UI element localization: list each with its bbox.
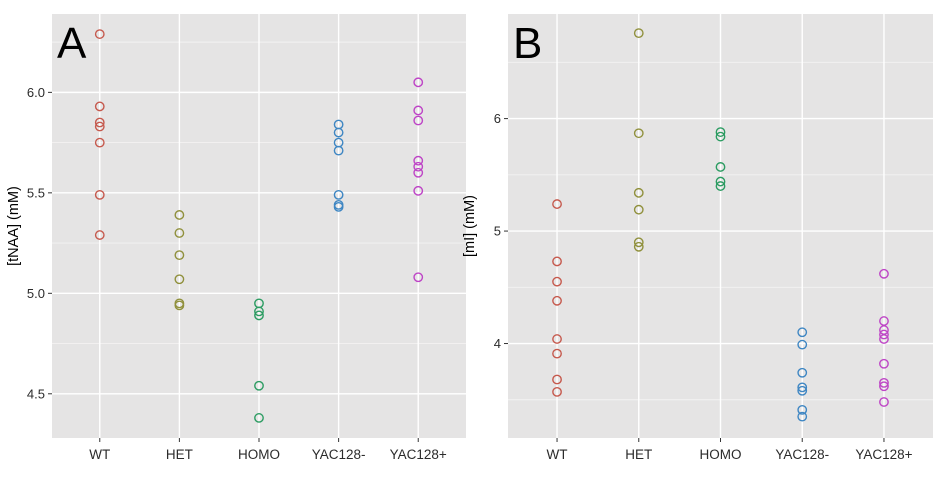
x-tick-label-homo: HOMO bbox=[700, 447, 742, 462]
data-point-het bbox=[174, 274, 185, 285]
data-point-homo bbox=[254, 380, 264, 391]
x-tick-label-yac128-: YAC128- bbox=[775, 447, 829, 462]
data-point-yac128+ bbox=[413, 272, 424, 283]
data-point-wt bbox=[552, 374, 562, 385]
data-point-homo bbox=[715, 131, 726, 142]
y-axis-title: [tNAA] (mM) bbox=[6, 186, 22, 266]
data-point-wt bbox=[94, 101, 105, 112]
data-point-wt bbox=[552, 295, 562, 306]
data-point-homo bbox=[715, 127, 726, 137]
data-point-homo bbox=[254, 413, 264, 423]
y-tick-label: 4 bbox=[494, 336, 501, 351]
data-point-wt bbox=[94, 230, 105, 240]
data-point-wt bbox=[94, 117, 105, 128]
data-point-yac128- bbox=[797, 385, 808, 396]
x-tick-label-het: HET bbox=[625, 447, 652, 462]
y-tick-label: 5 bbox=[494, 224, 501, 239]
data-point-het bbox=[174, 300, 185, 311]
data-point-wt bbox=[94, 29, 105, 39]
data-point-homo bbox=[254, 310, 264, 321]
y-axis-title: [mI] (mM) bbox=[462, 195, 478, 257]
panel-a: 4.5 5.0 5.5 6.0 WT HET HOMO YAC128- YAC128+ [tNAA… bbox=[6, 14, 466, 462]
data-point-yac128+ bbox=[413, 185, 424, 196]
data-point-yac128+ bbox=[879, 268, 889, 279]
data-point-wt bbox=[552, 386, 562, 397]
data-point-yac128- bbox=[333, 127, 344, 138]
data-point-yac128+ bbox=[413, 161, 424, 172]
y-tick-label: 5.5 bbox=[27, 185, 45, 200]
data-point-yac128- bbox=[333, 189, 344, 200]
panel-letter: A bbox=[57, 19, 87, 68]
y-tick-label: 6.0 bbox=[27, 85, 45, 100]
data-point-yac128- bbox=[797, 382, 808, 393]
data-point-wt bbox=[552, 256, 562, 267]
data-point-yac128+ bbox=[879, 397, 889, 407]
y-tick-label: 6 bbox=[494, 111, 501, 126]
data-point-yac128- bbox=[797, 367, 808, 378]
panel-b: 4 5 6 WT HET HOMO YAC128- YAC128+ [mI] (mM) B bbox=[462, 14, 933, 462]
data-point-het bbox=[633, 241, 644, 252]
data-point-het bbox=[633, 28, 644, 39]
data-point-yac128+ bbox=[879, 377, 889, 388]
y-tick-label: 5.0 bbox=[27, 286, 45, 301]
data-point-het bbox=[174, 228, 185, 238]
data-point-wt bbox=[552, 334, 562, 344]
data-point-homo bbox=[715, 176, 726, 187]
data-point-yac128- bbox=[797, 404, 808, 415]
data-point-het bbox=[174, 210, 185, 220]
x-tick-label-wt: WT bbox=[89, 447, 110, 462]
data-point-yac128+ bbox=[413, 115, 424, 126]
data-point-yac128- bbox=[333, 145, 344, 156]
x-tick-label-yac128+: YAC128+ bbox=[855, 447, 912, 462]
data-point-het bbox=[633, 204, 644, 215]
x-tick-label-wt: WT bbox=[547, 447, 568, 462]
data-point-yac128- bbox=[797, 339, 808, 350]
data-point-wt bbox=[552, 276, 562, 287]
data-point-het bbox=[633, 128, 644, 139]
data-point-het bbox=[633, 187, 644, 198]
data-point-wt bbox=[552, 199, 562, 209]
data-point-yac128- bbox=[797, 411, 808, 422]
data-point-yac128+ bbox=[879, 329, 889, 340]
data-point-homo bbox=[715, 162, 726, 172]
data-point-het bbox=[174, 250, 185, 261]
data-point-yac128+ bbox=[413, 77, 424, 88]
data-point-wt bbox=[94, 189, 105, 200]
x-tick-label-yac128+: YAC128+ bbox=[390, 447, 447, 462]
panel-letter: B bbox=[513, 19, 542, 68]
data-point-wt bbox=[94, 121, 105, 132]
data-point-yac128+ bbox=[879, 334, 889, 344]
x-tick-label-het: HET bbox=[166, 447, 193, 462]
data-point-yac128+ bbox=[413, 167, 424, 178]
data-point-yac128+ bbox=[413, 155, 424, 166]
x-tick-label-yac128-: YAC128- bbox=[312, 447, 366, 462]
data-point-yac128- bbox=[797, 327, 808, 338]
data-point-yac128- bbox=[333, 202, 344, 212]
data-point-homo bbox=[715, 181, 726, 191]
y-tick-label: 4.5 bbox=[27, 386, 45, 401]
data-point-het bbox=[633, 237, 644, 248]
data-point-wt bbox=[552, 348, 562, 359]
x-tick-label-homo: HOMO bbox=[238, 447, 280, 462]
data-point-wt bbox=[94, 137, 105, 148]
data-point-yac128+ bbox=[879, 358, 889, 369]
data-point-homo bbox=[254, 306, 264, 317]
data-point-yac128+ bbox=[413, 105, 424, 116]
data-point-yac128+ bbox=[879, 381, 889, 392]
